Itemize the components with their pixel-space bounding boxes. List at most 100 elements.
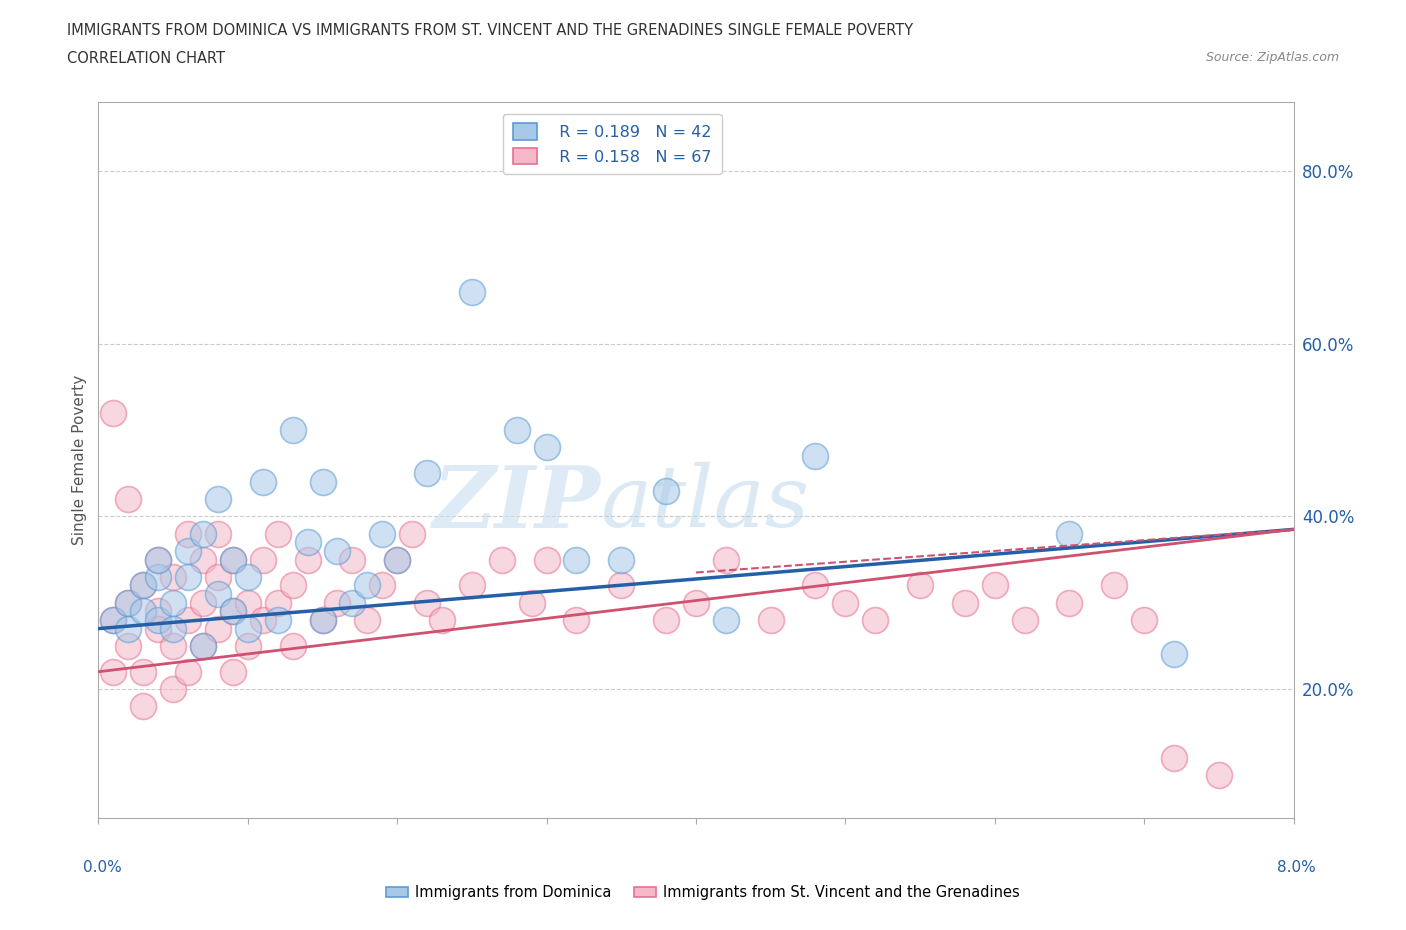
Point [1133, 613, 1156, 628]
Point [191, 638, 214, 653]
Point [132, 604, 155, 618]
Point [222, 604, 245, 618]
Point [117, 638, 139, 653]
Point [103, 405, 125, 420]
Point [804, 448, 827, 463]
Point [191, 526, 214, 541]
Point [117, 595, 139, 610]
Point [207, 587, 229, 602]
Point [371, 526, 394, 541]
Point [207, 621, 229, 636]
Point [430, 613, 453, 628]
Point [132, 698, 155, 713]
Point [565, 552, 588, 567]
Point [536, 552, 558, 567]
Point [267, 595, 290, 610]
Point [311, 474, 333, 489]
Legend: Immigrants from Dominica, Immigrants from St. Vincent and the Grenadines: Immigrants from Dominica, Immigrants fro… [381, 879, 1025, 906]
Point [162, 621, 184, 636]
Point [326, 543, 349, 558]
Text: 8.0%: 8.0% [1277, 860, 1316, 875]
Point [610, 578, 633, 593]
Text: Source: ZipAtlas.com: Source: ZipAtlas.com [1205, 51, 1339, 64]
Legend:   R = 0.189   N = 42,   R = 0.158   N = 67: R = 0.189 N = 42, R = 0.158 N = 67 [503, 113, 721, 174]
Point [491, 552, 513, 567]
Point [148, 621, 170, 636]
Point [953, 595, 976, 610]
Point [117, 621, 139, 636]
Point [385, 552, 409, 567]
Point [1059, 526, 1081, 541]
Point [148, 604, 170, 618]
Point [342, 595, 364, 610]
Point [1104, 578, 1126, 593]
Point [311, 613, 333, 628]
Point [162, 682, 184, 697]
Point [148, 552, 170, 567]
Point [117, 595, 139, 610]
Point [222, 552, 245, 567]
Text: ZIP: ZIP [433, 461, 600, 545]
Point [267, 613, 290, 628]
Point [759, 613, 782, 628]
Y-axis label: Single Female Poverty: Single Female Poverty [72, 375, 87, 546]
Point [207, 492, 229, 507]
Point [610, 552, 633, 567]
Point [191, 595, 214, 610]
Point [281, 578, 304, 593]
Point [207, 569, 229, 584]
Point [132, 578, 155, 593]
Point [655, 483, 678, 498]
Point [103, 613, 125, 628]
Point [132, 664, 155, 679]
Point [148, 613, 170, 628]
Point [191, 638, 214, 653]
Point [297, 552, 319, 567]
Point [252, 474, 274, 489]
Point [177, 613, 200, 628]
Point [865, 613, 887, 628]
Point [908, 578, 931, 593]
Text: 0.0%: 0.0% [83, 860, 122, 875]
Point [520, 595, 543, 610]
Point [416, 466, 439, 481]
Point [236, 569, 259, 584]
Point [207, 526, 229, 541]
Point [326, 595, 349, 610]
Point [804, 578, 827, 593]
Point [685, 595, 707, 610]
Point [222, 604, 245, 618]
Point [1163, 647, 1185, 662]
Point [148, 569, 170, 584]
Point [1014, 613, 1036, 628]
Point [655, 613, 678, 628]
Point [117, 492, 139, 507]
Point [297, 535, 319, 550]
Point [236, 621, 259, 636]
Point [148, 552, 170, 567]
Text: CORRELATION CHART: CORRELATION CHART [67, 51, 225, 66]
Point [536, 440, 558, 455]
Text: IMMIGRANTS FROM DOMINICA VS IMMIGRANTS FROM ST. VINCENT AND THE GRENADINES SINGL: IMMIGRANTS FROM DOMINICA VS IMMIGRANTS F… [67, 23, 914, 38]
Point [103, 664, 125, 679]
Point [401, 526, 423, 541]
Point [984, 578, 1007, 593]
Point [162, 569, 184, 584]
Point [356, 578, 378, 593]
Point [1163, 751, 1185, 765]
Point [103, 613, 125, 628]
Point [311, 613, 333, 628]
Point [191, 552, 214, 567]
Point [177, 664, 200, 679]
Point [177, 543, 200, 558]
Point [356, 613, 378, 628]
Point [416, 595, 439, 610]
Point [162, 595, 184, 610]
Point [834, 595, 856, 610]
Point [506, 423, 529, 438]
Point [236, 595, 259, 610]
Point [132, 578, 155, 593]
Point [342, 552, 364, 567]
Point [714, 552, 737, 567]
Point [461, 578, 484, 593]
